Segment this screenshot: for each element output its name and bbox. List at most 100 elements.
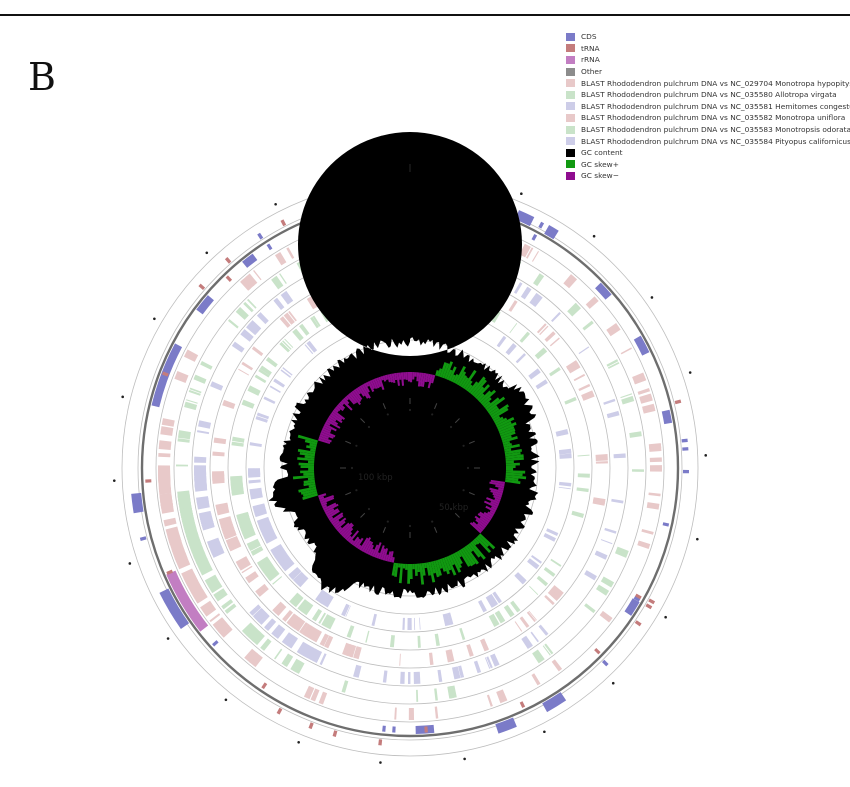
blast-hit bbox=[606, 359, 619, 367]
blast-hit bbox=[303, 685, 315, 700]
position-dot bbox=[592, 234, 596, 238]
gc-skew-positive bbox=[505, 460, 514, 464]
blast-hit bbox=[558, 449, 572, 454]
blast-hit bbox=[190, 546, 208, 564]
legend: CDS tRNA rRNA Other BLAST Rhododendron pulch… bbox=[566, 31, 850, 182]
blast-hit bbox=[353, 664, 362, 678]
blast-hit bbox=[526, 611, 536, 623]
blast-hit bbox=[428, 652, 434, 665]
gc-skew-positive bbox=[505, 474, 527, 480]
scale-dot bbox=[350, 466, 354, 470]
blast-hit bbox=[402, 617, 405, 630]
gc-skew-positive bbox=[441, 557, 450, 575]
blast-hit bbox=[434, 688, 438, 701]
trna-feature bbox=[224, 257, 232, 264]
blast-hit bbox=[248, 542, 261, 552]
gc-skew-positive bbox=[448, 555, 455, 566]
blast-hit bbox=[290, 658, 303, 673]
blast-hit bbox=[584, 603, 596, 614]
scale-dot bbox=[408, 524, 412, 528]
gc-skew-positive bbox=[302, 490, 318, 497]
gc-skew-negative bbox=[387, 374, 391, 383]
trna-feature bbox=[531, 233, 538, 241]
position-dot bbox=[463, 757, 466, 761]
blast-hit bbox=[249, 487, 263, 500]
blast-hit bbox=[551, 311, 561, 323]
blast-hit bbox=[272, 576, 283, 585]
gc-skew-positive bbox=[478, 390, 492, 403]
gc-skew-negative bbox=[391, 557, 395, 563]
trna-feature bbox=[145, 479, 152, 483]
gc-skew-positive bbox=[421, 562, 426, 576]
trna-feature bbox=[538, 221, 545, 229]
blast-hit bbox=[297, 599, 314, 616]
legend-swatch bbox=[566, 67, 575, 76]
gc-skew-positive bbox=[304, 439, 318, 446]
blast-hit bbox=[571, 510, 585, 518]
blast-hit bbox=[265, 568, 279, 580]
gc-skew-positive bbox=[464, 380, 473, 391]
scale-dot bbox=[449, 425, 453, 429]
blast-hit bbox=[346, 625, 355, 638]
blast-hit bbox=[600, 576, 615, 588]
blast-hit bbox=[221, 523, 237, 539]
blast-hit bbox=[549, 366, 561, 377]
gc-skew-negative bbox=[400, 372, 405, 386]
blast-hit bbox=[251, 346, 264, 357]
gc-skew-negative bbox=[339, 522, 353, 536]
blast-hit bbox=[642, 405, 656, 414]
gc-skew-negative bbox=[479, 511, 492, 521]
blast-hit bbox=[249, 442, 262, 447]
legend-swatch bbox=[566, 125, 575, 134]
blast-hit bbox=[551, 659, 563, 672]
legend-swatch bbox=[566, 79, 575, 88]
blast-hit bbox=[584, 570, 597, 581]
gc-skew-positive bbox=[298, 462, 315, 466]
legend-label: rRNA bbox=[581, 55, 600, 65]
gc-skew-positive bbox=[500, 431, 516, 439]
blast-hit bbox=[284, 338, 294, 348]
gc-skew-negative bbox=[332, 519, 340, 527]
scale-dot bbox=[367, 507, 371, 511]
blast-hit bbox=[224, 603, 237, 614]
blast-hit bbox=[210, 545, 224, 556]
gc-skew-positive bbox=[497, 421, 512, 430]
gc-skew-negative bbox=[326, 508, 339, 517]
gc-skew-negative bbox=[323, 503, 339, 513]
blast-hit bbox=[282, 367, 293, 376]
gc-skew-negative bbox=[416, 372, 420, 382]
cds-feature bbox=[633, 335, 650, 356]
gc-skew-negative bbox=[380, 548, 386, 560]
gc-skew-positive bbox=[450, 554, 462, 573]
trna-feature bbox=[682, 447, 689, 451]
gc-skew-negative bbox=[319, 494, 335, 503]
blast-hit bbox=[528, 610, 537, 621]
blast-hit bbox=[466, 644, 474, 657]
scale-tick bbox=[468, 440, 475, 444]
legend-swatch bbox=[566, 171, 575, 180]
scale-tick bbox=[382, 403, 386, 410]
gc-skew-negative bbox=[332, 409, 346, 420]
blast-hit bbox=[215, 503, 230, 516]
scale-dot bbox=[386, 520, 389, 523]
gc-skew-negative bbox=[361, 384, 371, 399]
gc-skew-positive bbox=[464, 545, 479, 565]
blast-hit bbox=[261, 528, 278, 544]
blast-hit bbox=[235, 556, 251, 571]
gc-skew-negative bbox=[498, 487, 504, 491]
blast-hit bbox=[613, 453, 626, 459]
gc-skew-negative bbox=[367, 544, 374, 556]
blast-hit bbox=[324, 635, 334, 649]
blast-hit bbox=[448, 685, 457, 699]
legend-item: CDS bbox=[566, 31, 850, 43]
blast-hit bbox=[279, 316, 291, 328]
blast-hit bbox=[259, 365, 272, 376]
legend-item: GC skew+ bbox=[566, 159, 850, 171]
gc-skew-positive bbox=[468, 542, 481, 558]
gc-skew-negative bbox=[355, 537, 364, 549]
gc-skew-negative bbox=[474, 515, 488, 527]
blast-hit bbox=[273, 378, 285, 388]
position-dot bbox=[128, 562, 132, 565]
blast-hit bbox=[210, 381, 224, 391]
blast-hit bbox=[491, 310, 501, 323]
